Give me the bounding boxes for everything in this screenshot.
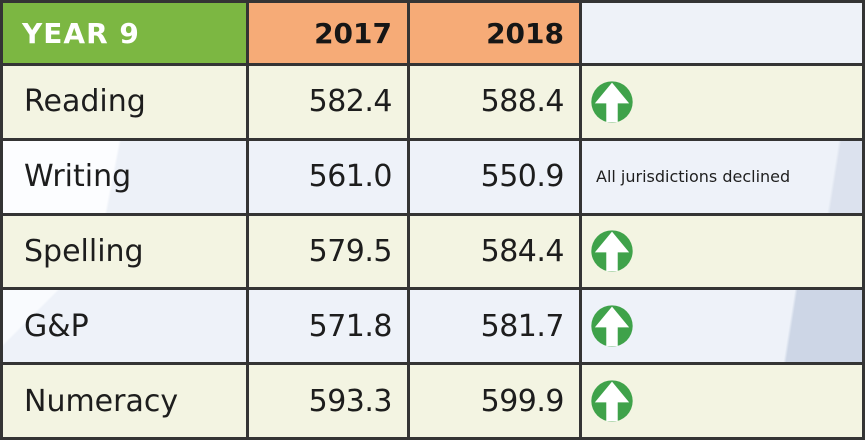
writing-note-cell: All jurisdictions declined — [582, 140, 862, 213]
spelling-trend-cell — [582, 215, 862, 288]
spelling-2018-value: 584.4 — [410, 215, 579, 288]
writing-2018-value: 550.9 — [410, 140, 579, 213]
reading-2017-value: 582.4 — [249, 66, 407, 138]
numeracy-2018-value: 599.9 — [410, 365, 579, 437]
row-label-reading: Reading — [3, 66, 246, 138]
reading-2018-value: 588.4 — [410, 66, 579, 138]
writing-note-text: All jurisdictions declined — [596, 167, 791, 187]
row-label-spelling: Spelling — [3, 215, 246, 288]
reading-trend-cell — [582, 66, 862, 138]
row-label-numeracy: Numeracy — [3, 365, 246, 437]
trend-up-icon — [591, 305, 633, 347]
row-label-writing: Writing — [3, 140, 246, 213]
trend-up-icon — [591, 380, 633, 422]
gp-2017-value: 571.8 — [249, 290, 407, 363]
gp-2018-value: 581.7 — [410, 290, 579, 363]
numeracy-trend-cell — [582, 365, 862, 437]
numeracy-2017-value: 593.3 — [249, 365, 407, 437]
spelling-2017-value: 579.5 — [249, 215, 407, 288]
trend-up-icon — [591, 81, 633, 123]
column-header-notes — [582, 3, 862, 63]
table-title: YEAR 9 — [3, 3, 246, 63]
column-header-2017: 2017 — [249, 3, 407, 63]
column-header-2018: 2018 — [410, 3, 579, 63]
trend-up-icon — [591, 230, 633, 273]
writing-2017-value: 561.0 — [249, 140, 407, 213]
gp-trend-cell — [582, 290, 862, 363]
row-label-gp: G&P — [3, 290, 246, 363]
